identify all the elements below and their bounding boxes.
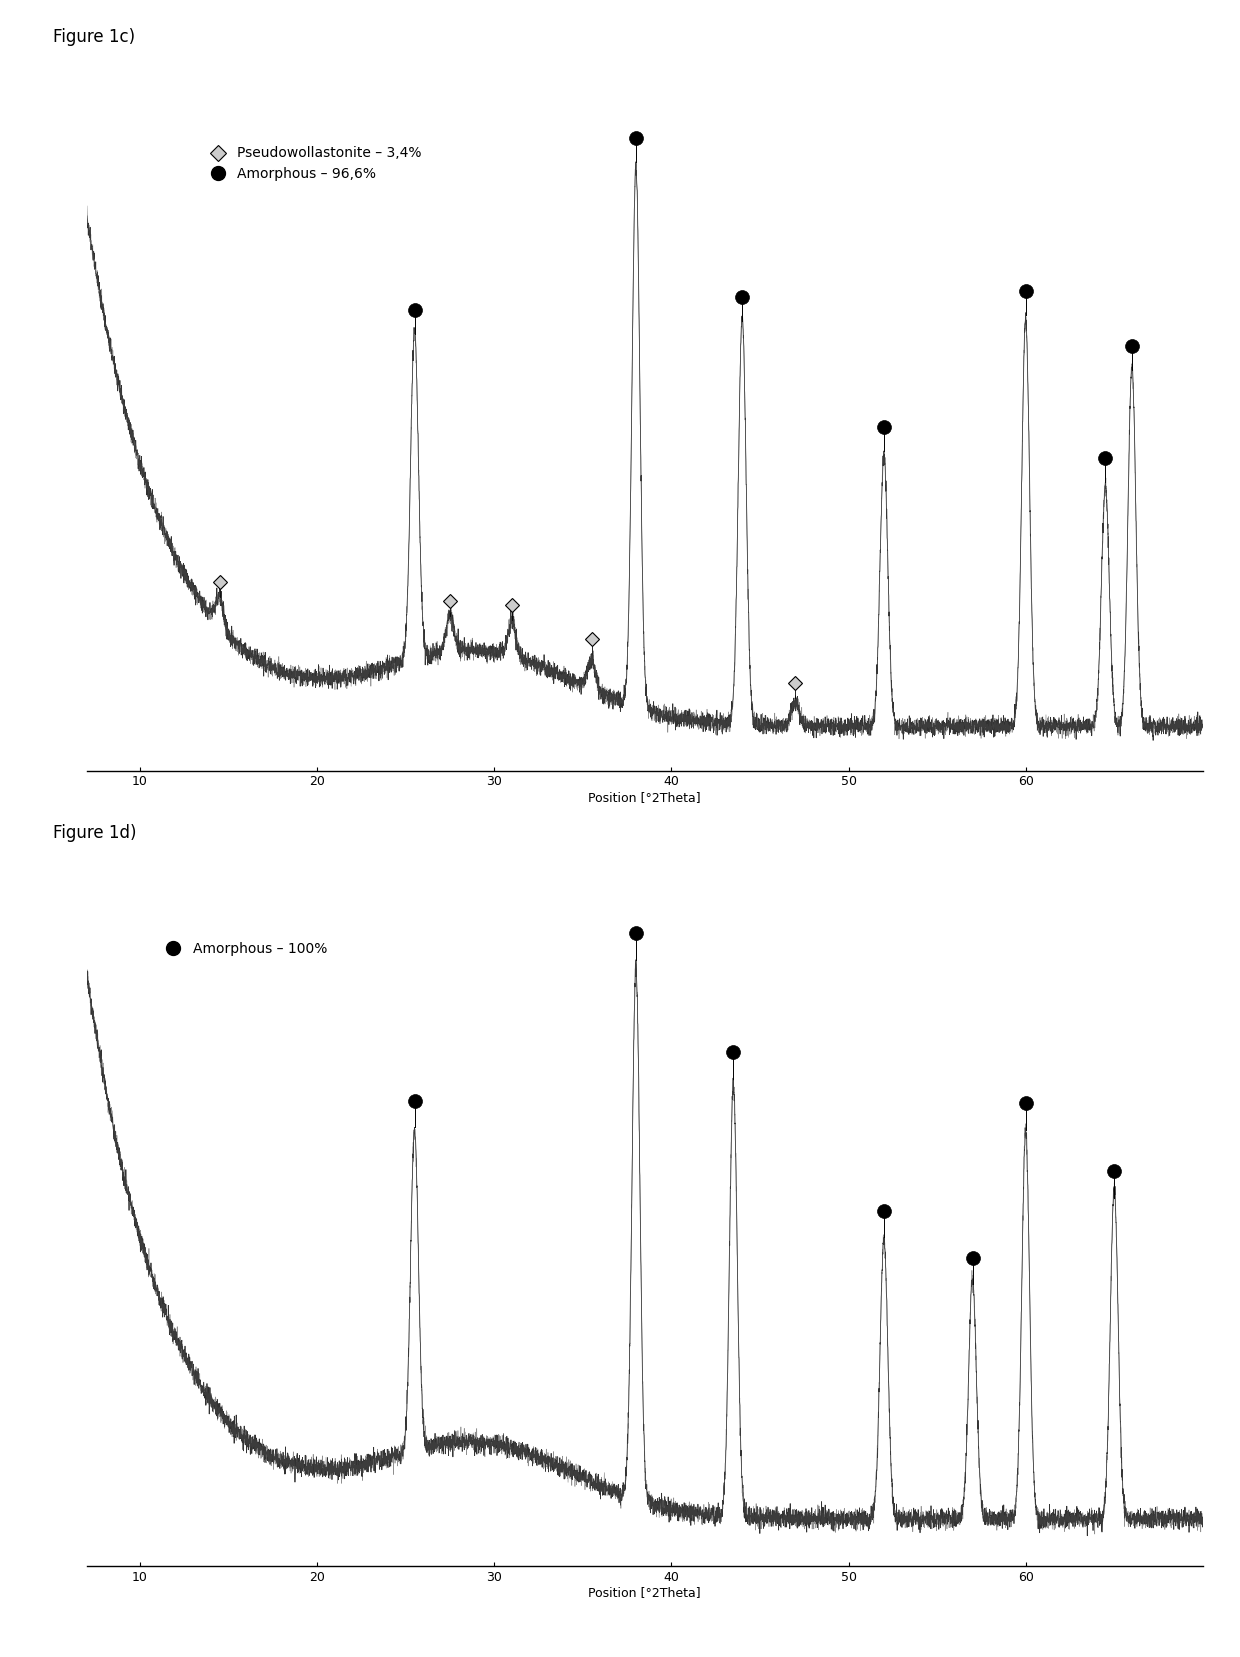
Legend: Pseudowollastonite – 3,4%, Amorphous – 96,6%: Pseudowollastonite – 3,4%, Amorphous – 9… bbox=[198, 141, 428, 187]
X-axis label: Position [°2Theta]: Position [°2Theta] bbox=[589, 790, 701, 804]
X-axis label: Position [°2Theta]: Position [°2Theta] bbox=[589, 1586, 701, 1599]
Legend: Amorphous – 100%: Amorphous – 100% bbox=[154, 936, 332, 961]
Text: Figure 1c): Figure 1c) bbox=[53, 28, 135, 46]
Text: Figure 1d): Figure 1d) bbox=[53, 824, 136, 842]
